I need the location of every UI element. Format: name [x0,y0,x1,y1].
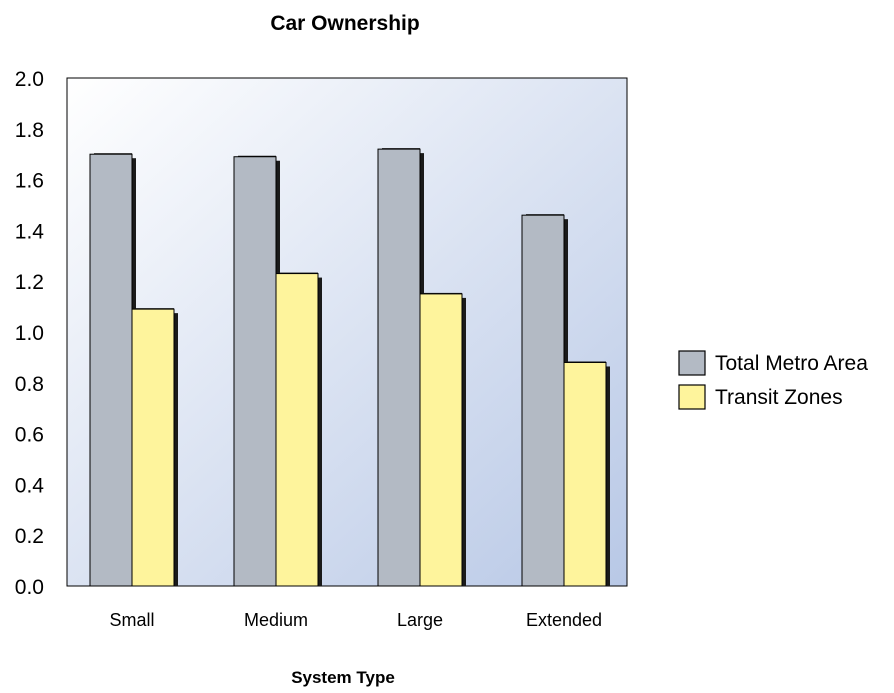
y-tick-label: 0.4 [15,474,45,497]
bar-total-metro-area-large [377,148,421,587]
y-tick-label: 1.6 [15,170,44,193]
bar-shadow [174,313,178,586]
bar-shadow [606,366,610,586]
bar-transit-zones-medium [275,273,319,587]
y-axis: 0.0 0.2 0.4 0.6 0.8 1.0 1.2 1.4 1.6 1.8 2.0 [15,68,45,599]
y-tick-label: 0.6 [15,424,44,447]
y-tick-label: 1.8 [15,119,44,142]
bar-transit-zones-extended [563,361,607,587]
y-tick-label: 2.0 [15,68,44,91]
y-tick-label: 1.2 [15,271,44,294]
x-tick-label: Extended [526,610,602,630]
bar-total-metro-area-small [89,153,133,587]
legend-label: Total Metro Area [715,352,868,375]
legend: Total Metro Area Transit Zones [678,350,868,410]
chart-title: Car Ownership [270,12,419,35]
y-tick-label: 0.2 [15,525,44,548]
bar-shadow [462,297,466,586]
legend-swatch [678,384,706,410]
y-tick-label: 0.0 [15,576,44,599]
y-tick-label: 1.0 [15,322,44,345]
bar-transit-zones-large [419,293,463,587]
x-tick-label: Small [109,610,154,630]
bar-transit-zones-small [131,308,175,587]
x-tick-label: Large [397,610,443,630]
bars [89,148,610,587]
bar-total-metro-area-extended [521,214,565,587]
legend-swatch [678,350,706,376]
y-tick-label: 1.4 [15,220,45,243]
bar-total-metro-area-medium [233,156,277,587]
legend-label: Transit Zones [715,386,843,409]
x-tick-label: Medium [244,610,308,630]
x-axis-label: System Type [291,668,395,687]
x-axis: Small Medium Large Extended [109,610,602,630]
y-tick-label: 0.8 [15,373,44,396]
bar-shadow [318,277,322,586]
